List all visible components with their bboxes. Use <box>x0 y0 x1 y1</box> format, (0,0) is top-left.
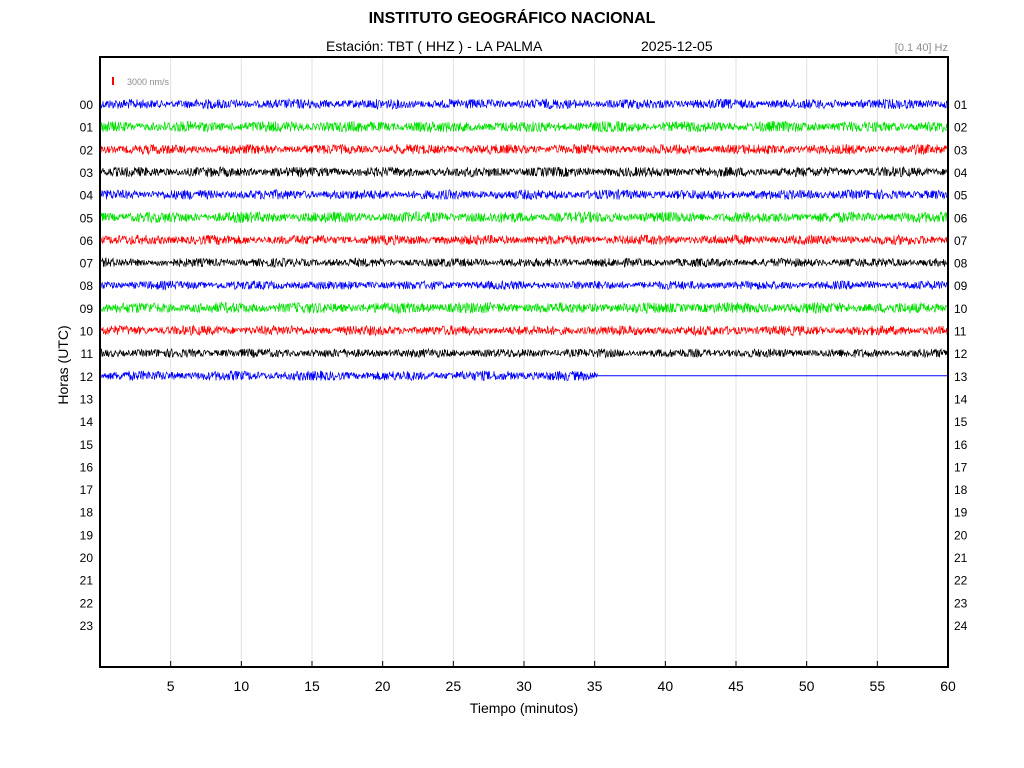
y-tick-label-left: 11 <box>81 347 94 361</box>
x-tick-label: 10 <box>234 678 250 694</box>
frequency-band-label: [0.1 40] Hz <box>894 42 948 54</box>
x-tick-label: 15 <box>304 678 320 694</box>
y-tick-label-right: 16 <box>954 438 968 452</box>
y-tick-label-left: 23 <box>80 619 94 633</box>
seismic-trace <box>99 279 949 291</box>
y-tick-label-right: 08 <box>954 257 968 271</box>
seismic-trace <box>99 165 949 179</box>
y-tick-label-left: 01 <box>80 121 94 135</box>
y-tick-label-left: 21 <box>80 574 94 588</box>
y-tick-label-left: 13 <box>80 392 94 406</box>
seismic-trace <box>99 324 949 337</box>
x-tick-label: 20 <box>375 678 391 694</box>
y-tick-label-right: 09 <box>954 279 968 293</box>
y-tick-label-right: 05 <box>954 189 968 203</box>
y-tick-label-right: 10 <box>954 302 968 316</box>
y-tick-label-left: 09 <box>80 302 94 316</box>
y-tick-label-right: 03 <box>954 143 968 157</box>
y-tick-label-right: 02 <box>954 121 968 135</box>
y-tick-label-left: 14 <box>80 415 94 429</box>
y-tick-label-left: 04 <box>80 189 94 203</box>
y-tick-label-left: 12 <box>80 370 94 384</box>
y-tick-label-right: 01 <box>954 98 968 112</box>
seismic-trace <box>99 120 949 134</box>
y-tick-label-left: 22 <box>80 596 94 610</box>
y-tick-label-right: 13 <box>954 370 968 384</box>
y-tick-label-left: 18 <box>80 506 94 520</box>
y-tick-label-right: 21 <box>954 551 968 565</box>
y-tick-label-left: 05 <box>80 211 94 225</box>
y-tick-label-left: 03 <box>80 166 94 180</box>
y-tick-label-left: 08 <box>80 279 94 293</box>
seismic-trace <box>99 210 949 224</box>
seismic-trace <box>99 97 949 111</box>
station-label: Estación: TBT ( HHZ ) - LA PALMA <box>326 38 543 54</box>
x-tick-label: 30 <box>516 678 532 694</box>
y-tick-label-right: 12 <box>954 347 968 361</box>
y-tick-label-right: 20 <box>954 528 968 542</box>
y-tick-label-right: 06 <box>954 211 968 225</box>
x-tick-label: 35 <box>587 678 603 694</box>
x-tick-label: 40 <box>658 678 674 694</box>
y-tick-label-left: 10 <box>80 325 94 339</box>
y-tick-label-right: 15 <box>954 415 968 429</box>
y-tick-label-right: 19 <box>954 506 968 520</box>
x-tick-label: 25 <box>446 678 462 694</box>
y-tick-label-right: 17 <box>954 460 968 474</box>
chart-title: INSTITUTO GEOGRÁFICO NACIONAL <box>368 10 656 27</box>
seismic-trace <box>99 257 949 269</box>
x-axis-label: Tiempo (minutos) <box>469 700 579 716</box>
x-tick-label: 50 <box>799 678 815 694</box>
scale-label: 3000 nm/s <box>127 77 170 87</box>
y-tick-label-left: 15 <box>80 438 94 452</box>
y-tick-label-left: 00 <box>80 98 94 112</box>
y-tick-label-left: 06 <box>80 234 94 248</box>
x-tick-label: 45 <box>728 678 744 694</box>
y-tick-label-right: 22 <box>954 574 968 588</box>
seismic-trace <box>99 143 949 156</box>
seismic-trace <box>99 347 949 359</box>
y-tick-label-right: 04 <box>954 166 968 180</box>
y-tick-label-left: 02 <box>80 143 94 157</box>
seismic-trace <box>99 233 949 246</box>
x-tick-label: 60 <box>940 678 956 694</box>
seismic-trace <box>99 301 949 315</box>
y-tick-label-right: 24 <box>954 619 968 633</box>
x-tick-label: 5 <box>167 678 175 694</box>
y-tick-label-left: 19 <box>80 528 94 542</box>
y-tick-label-right: 11 <box>954 325 967 339</box>
x-tick-label: 55 <box>870 678 886 694</box>
y-tick-label-right: 18 <box>954 483 968 497</box>
y-tick-label-left: 07 <box>80 257 94 271</box>
y-tick-label-right: 23 <box>954 596 968 610</box>
y-tick-label-right: 14 <box>954 392 968 406</box>
y-tick-label-left: 17 <box>80 483 94 497</box>
date-label: 2025-12-05 <box>641 38 713 54</box>
seismic-trace <box>99 188 949 201</box>
seismic-trace <box>99 369 598 382</box>
y-tick-label-left: 20 <box>80 551 94 565</box>
y-tick-label-left: 16 <box>80 460 94 474</box>
y-tick-label-right: 07 <box>954 234 968 248</box>
